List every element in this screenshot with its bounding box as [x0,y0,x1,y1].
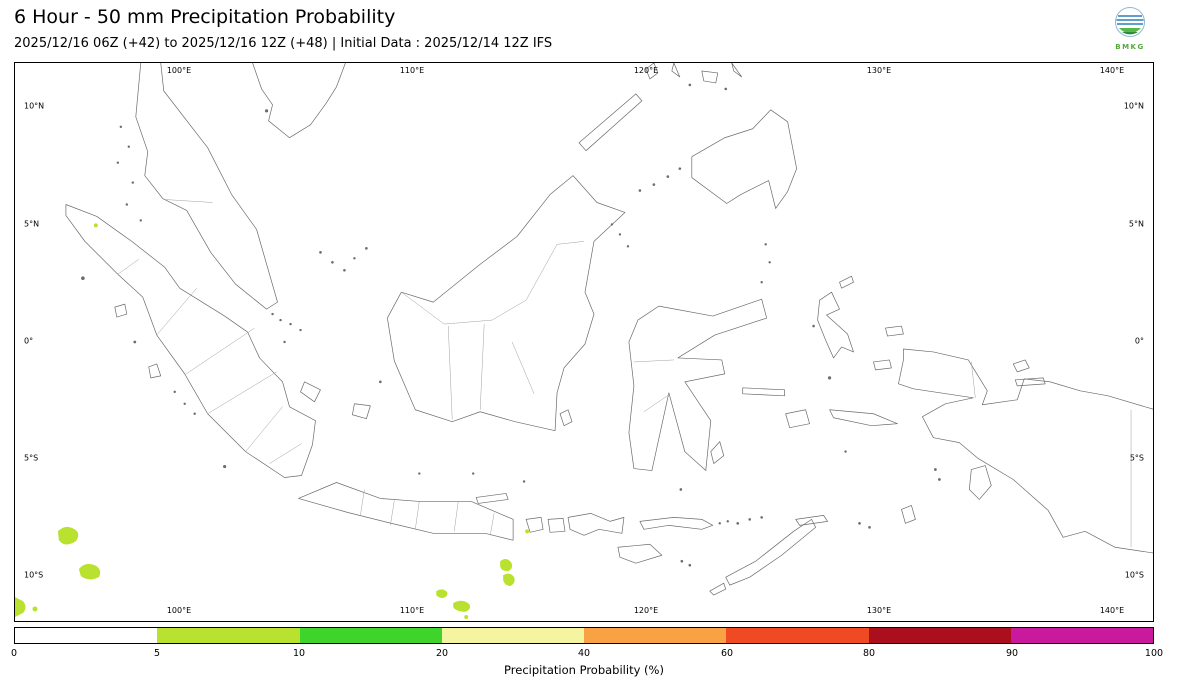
madura-coastline [475,493,509,504]
peninsula-border [164,199,213,203]
lat-tick-left-10n: 10°N [24,101,45,111]
province-borders-group [117,199,1132,548]
colorbar-segment-60-80 [726,628,869,643]
colorbar-segment-80-90 [868,628,1011,643]
map-area: 100°E 110°E 120°E 130°E 140°E 100°E 110°… [14,62,1154,622]
yapen-coastline [1014,377,1046,387]
colorbar-tick-60: 60 [720,648,734,659]
java-borders [360,489,495,536]
colorbar-tick-80: 80 [862,648,876,659]
sumba-coastline [617,543,663,564]
aru-coastline [968,465,992,500]
lat-tick-right-5n: 5°N [1128,219,1144,229]
lon-tick-top-130e: 130°E [866,66,892,75]
colorbar-segment-90-100 [1010,628,1153,643]
colorbar-segment-10-20 [299,628,442,643]
nias-coastline [114,303,128,318]
coastline-map-svg [15,63,1153,620]
lon-tick-bottom-130e: 130°E [866,606,892,615]
waigeo-coastline [885,325,904,337]
lat-tick-right-0: 0° [1134,336,1144,346]
lat-tick-left-5s: 5°S [24,453,39,463]
java-coastline [298,482,514,541]
colorbar-tick-10: 10 [292,648,306,659]
precipitation-cells-group [15,223,530,620]
colorbar-segment-20-40 [441,628,584,643]
colorbar-tick-20: 20 [435,648,449,659]
sumbawa-coastline [567,513,625,536]
lat-tick-left-5n: 5°N [24,219,40,229]
colorbar-tick-40: 40 [577,648,591,659]
morotai-coastline [839,275,854,289]
lon-tick-top-110e: 110°E [399,66,425,75]
lat-tick-right-5s: 5°S [1129,453,1144,463]
colorbar-segment-40-60 [584,628,727,643]
colorbar-tick-5: 5 [153,648,161,659]
lat-tick-right-10s: 10°S [1124,570,1144,580]
lon-tick-bottom-100e: 100°E [166,606,192,615]
rote-coastline [709,582,727,596]
bmkg-logo-icon [1115,7,1145,37]
lon-tick-bottom-140e: 140°E [1099,606,1125,615]
sumatra-coastline [65,204,316,478]
colorbar-tick-0: 0 [10,648,18,659]
laut-island-coastline [559,409,573,427]
sulawesi-borders [633,359,674,412]
flores-coastline [639,517,714,530]
timor-coastline [725,519,816,586]
papua-borders [971,361,1132,548]
lon-tick-top-140e: 140°E [1099,66,1125,75]
lat-tick-right-10n: 10°N [1123,101,1144,111]
seram-coastline [829,409,898,427]
lon-tick-top-120e: 120°E [633,66,659,75]
sumatra-borders [117,259,302,464]
visayas-coastlines [645,63,743,84]
belitung-coastline [352,403,371,420]
coastlines-group [65,63,1153,596]
colorbar-tick-100: 100 [1144,648,1164,659]
lon-tick-bottom-120e: 120°E [633,606,659,615]
colorbar-segment-0-5 [15,628,158,643]
lon-tick-top-100e: 100°E [166,66,192,75]
bmkg-logo-text: BMKG [1115,43,1145,51]
lombok-coastline [547,518,566,533]
bmkg-logo: BMKG [1108,6,1152,51]
indochina-coastline [252,63,346,139]
palawan-coastline [578,93,643,152]
bangka-coastline [300,381,321,403]
buru-coastline [785,409,810,429]
buton-coastline [710,441,725,464]
subtitle: 2025/12/16 06Z (+42) to 2025/12/16 12Z (… [14,36,553,51]
sulawesi-coastline [628,298,768,471]
papua-coastline [898,348,1153,554]
sula-coastline [742,387,785,397]
bali-coastline [525,517,544,533]
lon-tick-bottom-110e: 110°E [399,606,425,615]
colorbar [14,627,1154,644]
colorbar-segment-5-10 [157,628,300,643]
halmahera-coastline [817,291,854,359]
colorbar-tick-90: 90 [1005,648,1019,659]
siberut-coastline [148,363,162,379]
misool-coastline [873,359,892,371]
colorbar-label: Precipitation Probability (%) [504,663,664,677]
mindanao-coastline [691,109,797,209]
malay-peninsula-coastline [135,63,278,310]
tanimbar-coastline [901,505,916,524]
page-title: 6 Hour - 50 mm Precipitation Probability [14,6,396,28]
lat-tick-left-0: 0° [24,336,34,346]
small-islands-group [81,83,941,567]
borneo-borders [401,241,585,420]
lat-tick-left-10s: 10°S [24,570,44,580]
biak-coastline [1012,359,1030,373]
wetar-coastline [795,515,828,526]
borneo-coastline [386,175,626,432]
